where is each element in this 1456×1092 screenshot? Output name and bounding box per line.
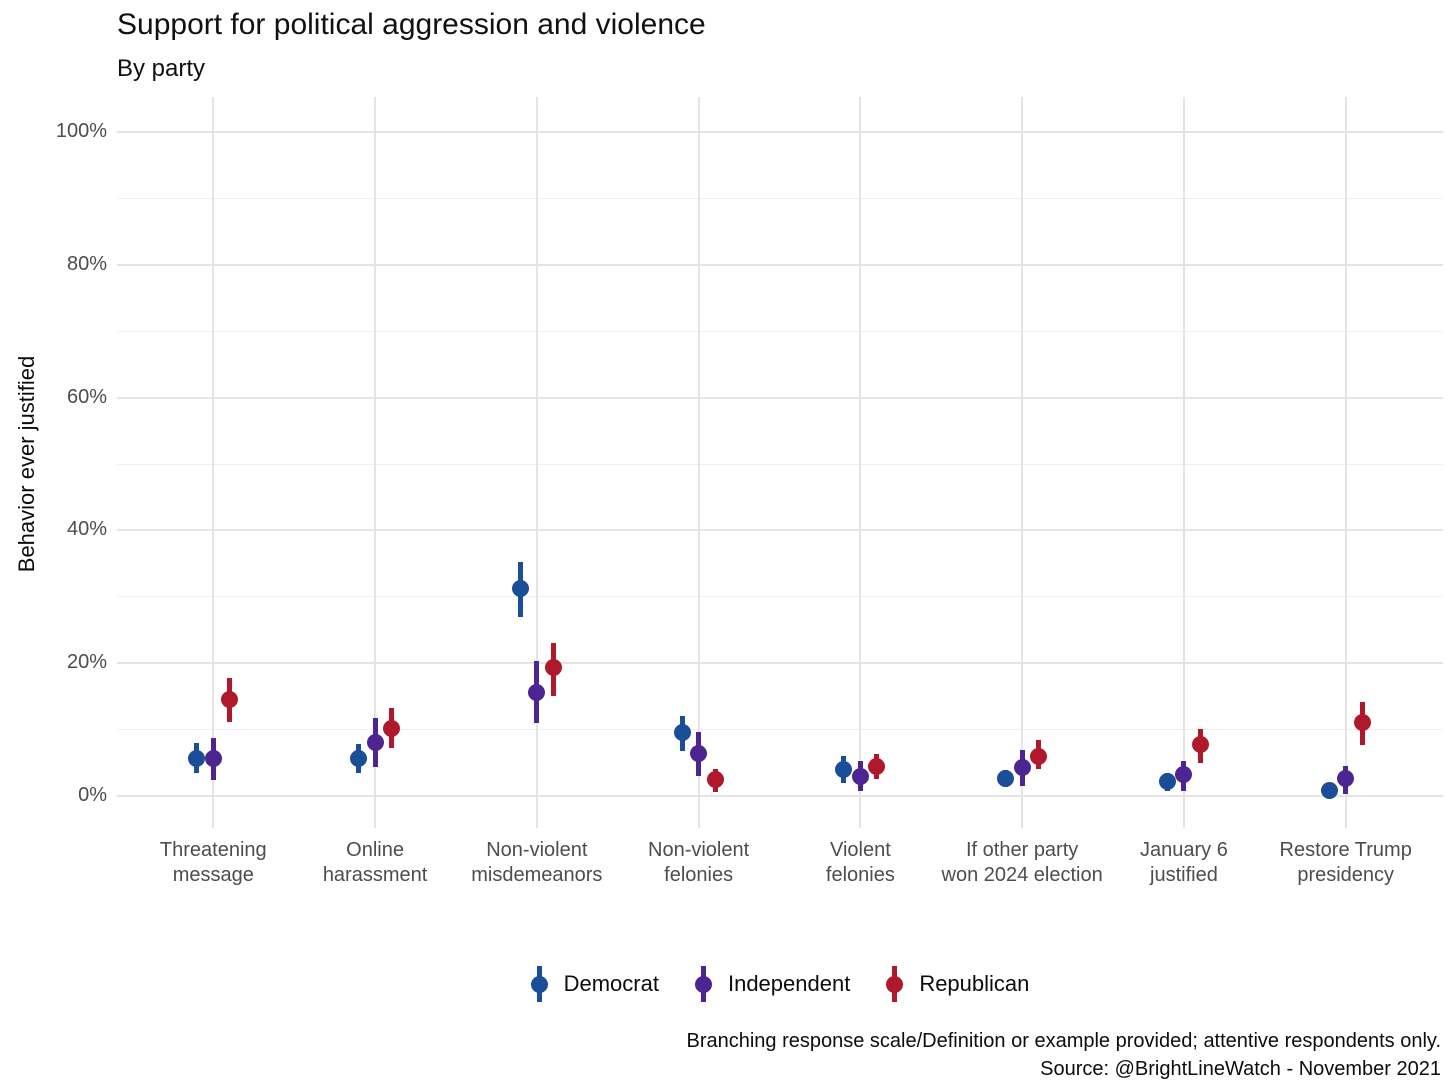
pointrange-key-icon [694,964,712,1004]
point-democrat [511,580,529,598]
y-tick-label: 20% [66,651,107,674]
point-republican [1353,713,1371,731]
gridline-y-minor [117,463,1443,465]
x-tick-label-line: If other party [966,839,1079,861]
chart-subtitle: By party [117,55,206,82]
x-tick-label-line: January 6 [1139,839,1228,861]
x-tick-label-line: Restore Trump [1279,839,1412,861]
caption-methodology: Branching response scale/Definition or e… [686,1030,1441,1052]
point-republican [221,691,239,709]
point-democrat [835,760,853,778]
x-tick-label-line: felonies [664,864,734,886]
gridline-x [212,97,215,828]
gridline-x [374,97,377,828]
point-democrat [188,749,206,767]
x-tick-label-line: Online [346,839,404,861]
y-tick-label: 0% [78,784,107,806]
x-tick-label: Non-violent misdemeanors [427,838,647,888]
point-republican [1030,748,1048,766]
x-tick-label-line: Violent [829,839,891,861]
point-democrat [1320,781,1338,799]
gridline-x [697,97,700,828]
gridline-y-major [117,396,1443,399]
point-republican [383,719,401,737]
point-republican [1191,736,1209,754]
point-independent [204,750,222,768]
point-independent [690,745,708,762]
chart-title: Support for political aggression and vio… [117,8,706,41]
point-independent [528,683,546,701]
point-independent [1013,758,1031,776]
y-tick-label: 60% [66,385,107,408]
caption-source: Source: @BrightLineWatch - November 2021 [1040,1058,1441,1080]
x-tick-label-line: message [172,864,254,886]
x-tick-label-line: harassment [322,864,428,886]
point-democrat [350,749,368,767]
legend-key-dot [694,975,712,993]
gridline-y-minor [117,330,1443,332]
pointrange-key-icon [886,964,904,1004]
legend-item-independent: Independent [694,964,851,1004]
legend-key-dot [530,975,548,993]
x-tick-label-line: misdemeanors [471,864,603,886]
gridline-y-minor [117,596,1443,598]
gridline-x [1344,97,1347,828]
point-democrat [997,769,1015,787]
gridline-y-major [117,662,1443,665]
x-tick-label: Threatening message [103,838,323,888]
y-tick-label: 40% [66,518,107,541]
point-independent [1175,765,1193,783]
gridline-y-major [117,263,1443,266]
point-democrat [1158,772,1176,790]
gridline-x [535,97,538,828]
legend-item-democrat: Democrat [530,964,659,1004]
gridline-x [1021,97,1024,828]
gridline-y-minor [117,197,1443,199]
x-tick-label-line: Non-violent [486,839,588,861]
x-tick-label: January 6 justified [1074,838,1294,888]
point-independent [851,768,869,786]
point-republican [544,659,562,677]
x-tick-label-line: won 2024 election [941,864,1103,886]
point-republican [706,770,724,788]
gridline-y-major [117,131,1443,133]
gridline-y-major [117,529,1443,532]
point-independent [366,734,384,752]
x-tick-label-line: Non-violent [648,839,750,861]
gridline-y-minor [117,729,1443,731]
legend-label: Republican [919,971,1030,996]
x-tick-label: Non-violent felonies [589,838,809,888]
y-axis-title: Behavior ever justified [14,355,39,573]
y-tick-label: 80% [66,252,107,275]
point-democrat [673,723,691,741]
legend-item-republican: Republican [886,964,1029,1004]
point-republican [868,757,886,775]
gridline-y-major [117,795,1443,797]
legend-label: Independent [727,971,851,996]
x-tick-label-line: presidency [1297,864,1395,886]
x-tick-label: Online harassment [265,838,485,888]
pointrange-key-icon [530,964,548,1004]
gridline-x [1182,97,1185,828]
gridline-x [859,97,862,828]
y-tick-label: 100% [55,120,107,142]
x-tick-label-line: Threatening [159,839,267,861]
x-tick-label-line: justified [1150,864,1218,886]
legend-key-dot [886,975,904,993]
x-tick-label: Violent felonies [750,838,970,888]
x-tick-label-line: felonies [825,864,895,886]
x-tick-label: If other party won 2024 election [912,838,1132,888]
legend-label: Democrat [563,971,659,996]
legend: Democrat Independent Republican [0,952,1456,1016]
point-independent [1337,770,1355,788]
x-tick-label: Restore Trump presidency [1236,838,1456,888]
